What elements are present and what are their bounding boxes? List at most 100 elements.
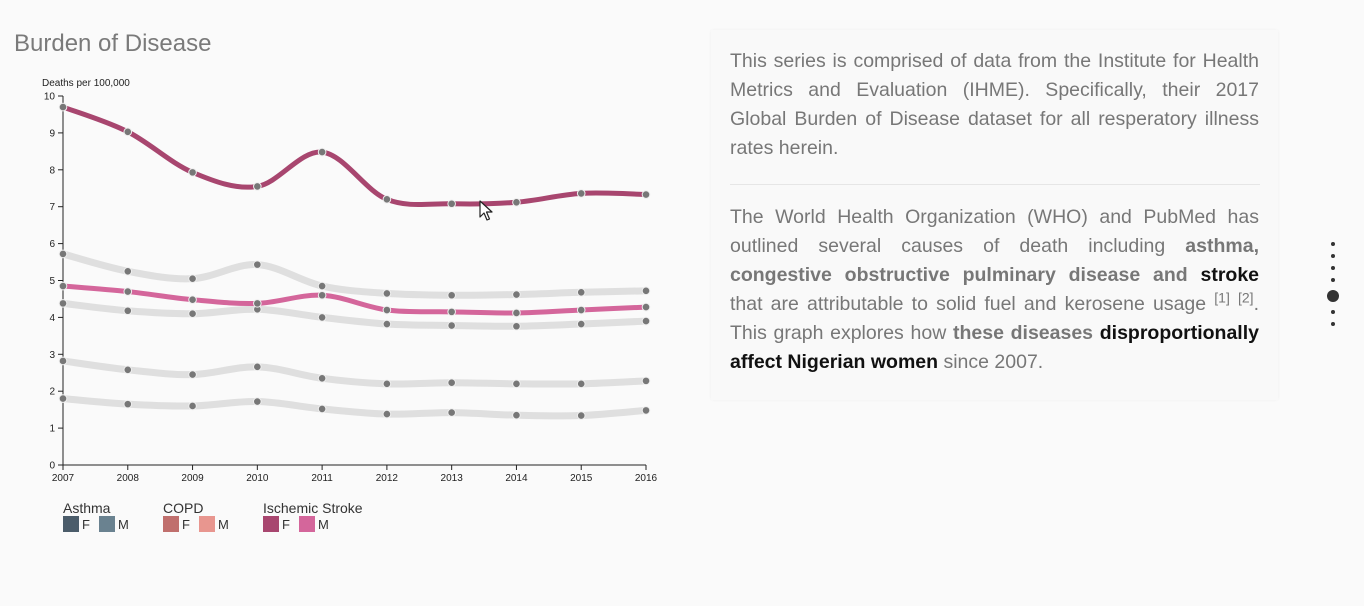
data-point-asthma-m bbox=[641, 376, 651, 386]
data-point-asthma-f bbox=[317, 404, 327, 414]
data-point-asthma-m bbox=[188, 370, 197, 379]
data-point-ischemic-stroke-m bbox=[512, 308, 521, 318]
x-tick-label: 2008 bbox=[117, 473, 140, 484]
intro-paragraph: This series is comprised of data from th… bbox=[730, 50, 1259, 159]
series-line-ischemic-stroke-m bbox=[60, 283, 649, 316]
data-point-ischemic-stroke-f bbox=[253, 182, 262, 191]
data-point-asthma-f bbox=[188, 401, 197, 411]
data-point-copd-f bbox=[512, 321, 521, 331]
data-point-copd-m bbox=[123, 266, 133, 276]
para2-these-diseases-bold: these diseases bbox=[952, 322, 1094, 344]
series-line-asthma-f bbox=[59, 395, 650, 420]
data-point-asthma-m bbox=[576, 379, 586, 389]
x-tick-label: 2014 bbox=[505, 473, 528, 484]
x-tick-label: 2007 bbox=[52, 473, 75, 484]
data-point-ischemic-stroke-m bbox=[576, 305, 586, 315]
reference-1-link[interactable]: [1] bbox=[1214, 289, 1230, 306]
reference-2-link[interactable]: [2] bbox=[1238, 289, 1254, 306]
data-point-ischemic-stroke-m bbox=[382, 305, 392, 315]
y-tick-label: 4 bbox=[49, 313, 55, 324]
data-point-asthma-f bbox=[447, 408, 456, 417]
data-point-asthma-f bbox=[382, 409, 392, 419]
y-tick-label: 7 bbox=[49, 202, 55, 213]
data-point-copd-m bbox=[188, 274, 197, 283]
data-point-asthma-f bbox=[641, 406, 651, 415]
legend-label: M bbox=[217, 516, 229, 532]
y-tick-label: 5 bbox=[49, 276, 55, 287]
data-point-ischemic-stroke-m bbox=[641, 302, 651, 312]
data-point-asthma-m bbox=[253, 362, 262, 372]
data-point-ischemic-stroke-f bbox=[382, 195, 392, 204]
data-point-copd-m bbox=[641, 286, 651, 296]
data-point-copd-m bbox=[253, 260, 262, 269]
x-tick-label: 2013 bbox=[441, 473, 464, 484]
nav-dot[interactable] bbox=[1331, 278, 1335, 282]
series-line-copd-m bbox=[59, 250, 650, 299]
section-nav bbox=[1322, 234, 1344, 334]
data-point-ischemic-stroke-f bbox=[447, 199, 456, 209]
page-title: Burden of Disease bbox=[14, 30, 212, 57]
data-point-asthma-m bbox=[512, 379, 521, 389]
para2-text-e: . This graph explores how bbox=[730, 293, 1259, 344]
data-point-copd-f bbox=[58, 299, 68, 308]
data-point-asthma-f bbox=[58, 394, 68, 403]
legend-swatch bbox=[263, 516, 279, 532]
data-point-copd-f bbox=[382, 319, 392, 329]
data-point-copd-f bbox=[188, 309, 197, 319]
y-tick-label: 10 bbox=[44, 92, 56, 103]
x-tick-label: 2009 bbox=[181, 473, 204, 484]
para2-stroke-bold: stroke bbox=[1200, 264, 1260, 286]
legend-label: F bbox=[282, 516, 290, 532]
text-panel: This series is comprised of data from th… bbox=[711, 30, 1278, 400]
legend-group-title: COPD bbox=[163, 500, 204, 516]
data-point-asthma-f bbox=[123, 399, 133, 409]
y-tick-label: 3 bbox=[49, 350, 55, 361]
legend-label: F bbox=[82, 516, 90, 532]
data-point-asthma-m bbox=[58, 356, 68, 366]
data-point-ischemic-stroke-f bbox=[641, 190, 651, 199]
data-point-copd-m bbox=[382, 289, 392, 298]
data-point-ischemic-stroke-f bbox=[58, 102, 68, 112]
legend-group: Ischemic Stroke F M bbox=[263, 501, 363, 532]
data-point-ischemic-stroke-m bbox=[253, 299, 262, 308]
para2-text-a: The World Health Organization (WHO) and … bbox=[730, 206, 1259, 257]
data-point-copd-m bbox=[317, 281, 327, 291]
data-point-ischemic-stroke-f bbox=[188, 168, 197, 177]
data-point-ischemic-stroke-m bbox=[123, 287, 133, 296]
x-tick-label: 2011 bbox=[311, 473, 333, 484]
divider bbox=[730, 184, 1260, 185]
nav-dot[interactable] bbox=[1327, 290, 1339, 302]
series-line-ischemic-stroke-f bbox=[60, 104, 649, 208]
para2-text-h: since 2007. bbox=[938, 351, 1044, 373]
legend-label: M bbox=[317, 516, 329, 532]
data-point-asthma-f bbox=[512, 410, 521, 420]
y-tick-label: 2 bbox=[49, 387, 55, 398]
nav-dot[interactable] bbox=[1331, 322, 1335, 326]
data-point-asthma-f bbox=[253, 397, 262, 406]
data-point-asthma-m bbox=[317, 373, 327, 383]
legend-swatch bbox=[98, 516, 115, 532]
series-line-asthma-m bbox=[59, 357, 650, 388]
legend-group-title: Asthma bbox=[63, 500, 111, 516]
nav-dot[interactable] bbox=[1331, 242, 1335, 246]
data-point-copd-m bbox=[512, 290, 521, 299]
nav-dot[interactable] bbox=[1331, 266, 1335, 270]
para2-diseases-bold: asthma, congestive obstructive pulminary… bbox=[730, 235, 1259, 286]
data-point-copd-m bbox=[447, 290, 456, 300]
data-point-ischemic-stroke-m bbox=[317, 290, 327, 300]
data-point-ischemic-stroke-f bbox=[576, 189, 586, 198]
nav-dot[interactable] bbox=[1331, 310, 1335, 314]
legend-group: Asthma F M bbox=[63, 501, 163, 532]
data-point-ischemic-stroke-f bbox=[123, 127, 133, 137]
legend-label: M bbox=[117, 516, 129, 532]
diseases-paragraph: The World Health Organization (WHO) and … bbox=[730, 203, 1259, 377]
data-point-asthma-m bbox=[447, 378, 456, 388]
y-tick-label: 1 bbox=[49, 424, 55, 435]
x-tick-label: 2016 bbox=[635, 473, 658, 484]
data-point-copd-m bbox=[576, 288, 586, 297]
nav-dot[interactable] bbox=[1331, 254, 1335, 258]
data-point-ischemic-stroke-m bbox=[447, 307, 456, 317]
line-chart: 0 1 2 3 4 5 6 7 8 9 10 2007 2008 2009 2010 2011 2012 2013… bbox=[42, 78, 658, 484]
series-line-copd-f bbox=[59, 299, 650, 330]
legend-swatch bbox=[298, 516, 315, 532]
